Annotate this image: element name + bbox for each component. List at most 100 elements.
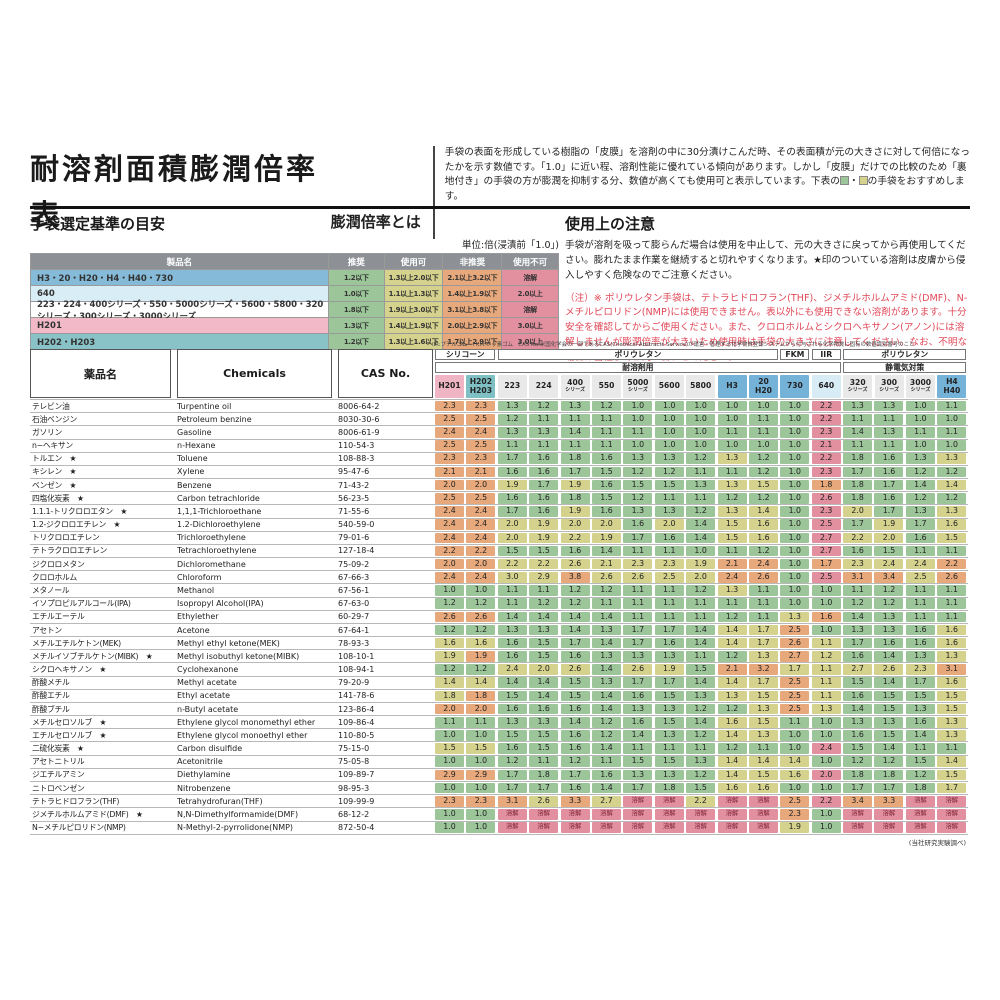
value-cell: 2.6 xyxy=(937,572,967,583)
criteria-header-cell: 使用不可 xyxy=(502,254,558,269)
value-cell: 2.3 xyxy=(466,453,496,465)
value-cell: 1.7 xyxy=(623,624,653,636)
value-cell: 2.4 xyxy=(905,558,935,570)
value-cell: 2.0 xyxy=(466,479,496,491)
value-cell: 1.0 xyxy=(937,413,967,425)
value-cell: 2.0 xyxy=(874,532,904,544)
value-cell: 1.5 xyxy=(623,756,653,768)
value-cell: 1.4 xyxy=(591,782,621,794)
table-body: テレビン油 Turpentine oil 8006-64-2 2.3 2.3 1.3 1.2… xyxy=(30,399,968,835)
value-cell: 1.0 xyxy=(780,466,810,478)
value-cell: 2.4 xyxy=(466,519,496,530)
value-cell: 1.7 xyxy=(497,769,527,781)
value-cell: 1.4 xyxy=(529,677,559,688)
criteria-rating-cell: 1.2以下 xyxy=(328,270,384,285)
value-cell: 1.1 xyxy=(623,598,653,609)
table-row: 酢酸メチル Methyl acetate 79-20-9 1.4 1.4 1.4 1.4 1.… xyxy=(30,677,968,690)
value-cell: 1.2 xyxy=(717,651,747,662)
value-cell: 1.6 xyxy=(560,703,590,715)
value-cell: 溶解 xyxy=(748,795,778,807)
value-cell: 2.3 xyxy=(905,664,935,675)
cas-number: 108-10-1 xyxy=(338,651,375,661)
value-cell: 2.5 xyxy=(435,413,464,425)
value-cell: 1.1 xyxy=(591,598,621,609)
value-cell: 1.6 xyxy=(623,716,653,728)
value-cell: 1.1 xyxy=(811,664,841,675)
value-cell: 1.9 xyxy=(591,532,621,544)
value-cell: 1.5 xyxy=(654,716,684,728)
product-column-sublabel: シリーズ xyxy=(628,386,648,393)
value-cell: 1.2 xyxy=(811,651,841,662)
value-cell: 1.5 xyxy=(905,756,935,768)
criteria-rating-cell: 1.1以上1.3以下 xyxy=(384,286,443,301)
value-cell: 2.4 xyxy=(435,532,464,544)
value-cell: 1.1 xyxy=(623,545,653,557)
value-cell: 1.1 xyxy=(937,427,967,438)
cas-number: 60-29-7 xyxy=(338,612,370,622)
value-cell: 2.4 xyxy=(497,664,527,675)
value-cell: 1.1 xyxy=(686,611,716,623)
table-row: 石油ベンジン Petroleum benzine 8030-30-6 2.5 2.5 1.… xyxy=(30,413,968,427)
recommended-color-swatch xyxy=(839,176,849,186)
value-cell: 2.4 xyxy=(435,519,464,530)
value-cell: 2.6 xyxy=(748,572,778,583)
value-cell: 1.1 xyxy=(937,598,967,609)
value-cell: 1.2 xyxy=(717,743,747,754)
criteria-rating-cell: 溶解 xyxy=(502,270,558,285)
value-cell: 1.2 xyxy=(843,598,873,609)
value-cell: 2.0 xyxy=(435,703,464,715)
value-cell: 2.6 xyxy=(811,492,841,504)
value-cell: 1.6 xyxy=(560,730,590,741)
value-cell: 2.2 xyxy=(529,558,559,570)
value-cell: 3.4 xyxy=(874,572,904,583)
value-cell: 1.6 xyxy=(591,506,621,517)
value-cell: 1.1 xyxy=(843,585,873,596)
value-cell: 1.1 xyxy=(874,440,904,451)
value-cell: 1.3 xyxy=(811,703,841,715)
value-cell: 1.5 xyxy=(529,743,559,754)
table-row: 二硫化炭素 ★ Carbon disulfide 75-15-0 1.5 1.5 1.6 1… xyxy=(30,742,968,756)
criteria-rating-cell: 1.4以上1.9以下 xyxy=(384,318,443,333)
value-cell: 1.5 xyxy=(654,479,684,491)
value-cell: 2.2 xyxy=(466,545,496,557)
value-cell: 1.0 xyxy=(780,440,810,451)
value-cell: 1.0 xyxy=(748,400,778,412)
value-cell: 1.4 xyxy=(780,756,810,768)
value-cell: 1.6 xyxy=(717,716,747,728)
value-cell: 1.2 xyxy=(560,756,590,768)
value-cell: 1.0 xyxy=(780,782,810,794)
chemical-name-en: Petroleum benzine xyxy=(177,414,252,424)
value-cell: 1.6 xyxy=(780,769,810,781)
value-cell: 1.1 xyxy=(717,598,747,609)
chemical-name-en: Ethylether xyxy=(177,612,219,622)
table-row: メタノール Methanol 67-56-1 1.0 1.0 1.1 1.1 1.2 1.2 1.… xyxy=(30,584,968,598)
value-cell: 1.6 xyxy=(874,492,904,504)
value-cell: 2.0 xyxy=(843,506,873,517)
table-row: エチルエーテル Ethylether 60-29-7 2.6 2.6 1.4 1.4 1.4 1… xyxy=(30,611,968,624)
value-cell: 1.1 xyxy=(654,492,684,504)
criteria-rating-cell: 1.3以上2.0以下 xyxy=(384,270,443,285)
value-cell: 1.0 xyxy=(780,427,810,438)
value-cell: 1.2 xyxy=(466,664,496,675)
value-cell: 1.7 xyxy=(497,453,527,465)
chemical-name-ja: エチルセロソルブ ★ xyxy=(32,730,107,740)
value-cell: 2.4 xyxy=(466,532,496,544)
value-cell: 1.5 xyxy=(937,690,967,702)
value-cell: 2.6 xyxy=(780,637,810,649)
value-cell: 1.3 xyxy=(905,453,935,465)
value-cell: 2.9 xyxy=(435,769,464,781)
value-cell: 1.1 xyxy=(591,440,621,451)
value-cell: 1.3 xyxy=(654,730,684,741)
value-cell: 1.1 xyxy=(780,716,810,728)
value-cell: 1.3 xyxy=(717,506,747,517)
value-cell: 1.7 xyxy=(560,637,590,649)
criteria-rating-cell: 3.1以上3.8以下 xyxy=(443,302,502,317)
value-cell: 1.1 xyxy=(748,413,778,425)
value-cell: 1.0 xyxy=(466,585,496,596)
value-cell: 1.0 xyxy=(905,413,935,425)
usage-notes-title: 使用上の注意 xyxy=(565,215,656,233)
cas-number: 75-09-2 xyxy=(338,559,370,569)
value-cell: 1.6 xyxy=(529,466,559,478)
value-cell: 1.1 xyxy=(560,440,590,451)
value-cell: 2.2 xyxy=(435,545,464,557)
